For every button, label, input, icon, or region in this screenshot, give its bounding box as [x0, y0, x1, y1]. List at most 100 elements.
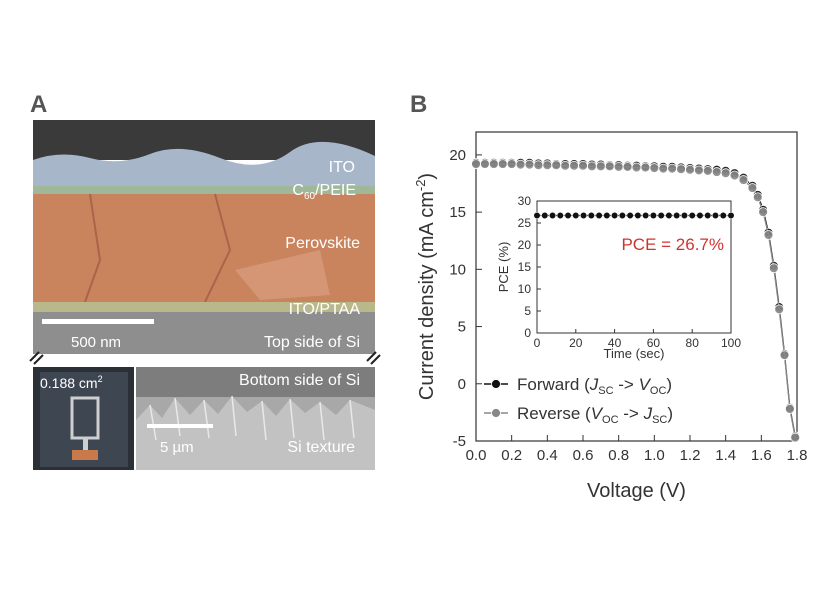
inset-data-point: [642, 211, 650, 220]
inset-y-tick-label: 30: [518, 194, 532, 208]
legend-label-forward: Forward (JSC -> VOC): [517, 375, 672, 397]
inset-x-tick-label: 60: [647, 336, 661, 350]
perovskite-grain: [235, 250, 330, 300]
data-point-reverse: [790, 432, 801, 443]
inset-data-point: [579, 211, 588, 220]
x-tick-label: 1.0: [644, 447, 665, 464]
inset-data-point: [626, 211, 634, 220]
inset-data-point: [719, 211, 727, 220]
data-point-reverse: [569, 160, 579, 171]
ito-layer: [33, 141, 375, 186]
inset-data-point: [688, 211, 696, 220]
texture-sem-top: [136, 367, 375, 397]
data-point-reverse: [595, 161, 606, 172]
inset-data-point: [595, 211, 603, 220]
inset-series-group: [533, 211, 735, 220]
scale-bar-500nm: [42, 319, 154, 324]
axis-break-marks: [29, 351, 381, 365]
data-point-reverse: [729, 170, 740, 181]
data-point-reverse: [497, 159, 508, 169]
pyramid-edges: [149, 395, 355, 441]
inset-data-point: [603, 211, 611, 220]
data-point-reverse: [667, 163, 678, 174]
data-point-reverse: [604, 161, 615, 172]
inset-y-tick-label: 0: [524, 326, 531, 340]
c60-layer: [33, 186, 375, 194]
data-point-reverse: [551, 160, 562, 171]
data-point-reverse: [631, 162, 642, 173]
grain-boundary: [204, 193, 232, 303]
inset-data-point: [727, 211, 735, 220]
inset-frame: [536, 200, 732, 334]
data-point-reverse: [774, 304, 785, 315]
data-point-reverse: [488, 159, 499, 169]
bottom-si-label: Bottom side of Si: [239, 372, 360, 389]
data-point-reverse: [506, 159, 517, 169]
data-point-reverse: [578, 160, 588, 171]
ptaa-layer: [33, 302, 375, 312]
y-tick-label: 20: [449, 147, 466, 164]
inset-y-tick-label: 5: [524, 304, 531, 318]
data-point-reverse: [622, 162, 633, 172]
data-point-reverse: [515, 159, 526, 170]
x-axis-label: Voltage (V): [587, 480, 686, 502]
data-point-reverse: [779, 350, 790, 361]
data-point-reverse: [768, 263, 779, 274]
inset-data-point: [548, 211, 557, 220]
legend-marker-reverse: [491, 408, 501, 418]
grain-boundary: [84, 193, 102, 303]
data-point-reverse: [676, 164, 686, 175]
ito-ptaa-label: ITO/PTAA: [289, 301, 361, 318]
data-point-reverse: [560, 160, 571, 171]
inset-data-point: [556, 211, 564, 220]
inset-data-point: [711, 211, 720, 220]
data-point-reverse: [533, 160, 544, 171]
data-point-reverse: [471, 159, 481, 169]
data-point-reverse: [658, 163, 669, 174]
x-tick-label: 0.0: [466, 447, 487, 464]
inset-x-tick-label: 40: [608, 336, 622, 350]
data-point-reverse: [702, 166, 713, 176]
x-tick-label: 1.6: [751, 447, 772, 464]
data-point-reverse: [640, 162, 651, 173]
y-tick-label: 10: [449, 261, 466, 278]
data-point-reverse: [587, 161, 597, 172]
plot-frame: [475, 131, 798, 442]
main-series-group: [471, 157, 801, 443]
si-texture-label: Si texture: [287, 439, 355, 456]
y-tick-label: 15: [449, 204, 466, 221]
data-point-reverse: [784, 404, 795, 414]
inset-data-point: [634, 211, 642, 220]
pce-annotation: PCE = 26.7%: [621, 235, 724, 254]
data-point-reverse: [694, 165, 704, 176]
scale-bar-5um: [147, 424, 213, 428]
panel-a-letter: A: [30, 91, 47, 118]
x-tick-label: 0.8: [608, 447, 629, 464]
device-electrode-lead: [83, 438, 88, 450]
pyramid-texture: [136, 396, 375, 470]
inset-data-point: [610, 211, 619, 220]
inset-y-tick-label: 15: [518, 260, 532, 274]
inset-y-tick-label: 25: [518, 216, 532, 230]
data-point-reverse: [524, 159, 535, 170]
inset-data-point: [618, 211, 626, 220]
x-tick-label: 1.2: [680, 447, 701, 464]
panel-b-letter: B: [410, 91, 427, 118]
data-point-reverse: [480, 159, 490, 169]
inset-y-tick-label: 10: [518, 282, 532, 296]
device-photo: 0.188 cm2: [33, 367, 134, 470]
inset-x-axis-label: Time (sec): [604, 346, 665, 361]
inset-data-point: [533, 211, 541, 220]
y-tick-label: -5: [453, 433, 466, 450]
scale-label-5um: 5 µm: [160, 439, 194, 456]
scale-label-500nm: 500 nm: [71, 334, 121, 351]
perovskite-label: Perovskite: [285, 235, 360, 252]
device-contact-pad: [72, 450, 98, 460]
data-point-reverse: [747, 183, 758, 193]
x-tick-label: 0.2: [501, 447, 522, 464]
data-point-reverse: [649, 163, 660, 173]
inset-data-point: [564, 211, 572, 220]
data-point-reverse: [613, 162, 624, 172]
inset-data-point: [696, 211, 704, 220]
